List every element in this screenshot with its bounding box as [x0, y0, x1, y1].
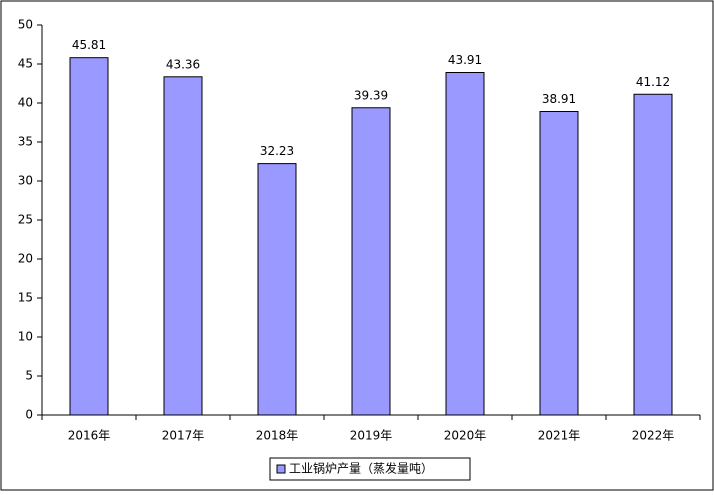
x-tick-label: 2020年: [444, 429, 487, 443]
y-tick-label: 25: [18, 213, 33, 227]
y-tick-label: 0: [25, 408, 33, 422]
y-tick-label: 50: [18, 18, 33, 32]
legend-swatch: [276, 464, 286, 474]
x-tick-label: 2019年: [350, 429, 393, 443]
bar: [69, 57, 109, 416]
x-tick-label: 2021年: [538, 429, 581, 443]
bar: [351, 107, 391, 416]
y-tick-label: 40: [18, 96, 33, 110]
bar: [633, 93, 673, 416]
value-label: 43.91: [448, 53, 482, 67]
y-tick-label: 10: [18, 330, 33, 344]
legend-box: [269, 457, 471, 481]
y-tick-label: 5: [25, 369, 33, 383]
bar: [163, 76, 203, 416]
y-tick-label: 20: [18, 252, 33, 266]
value-label: 39.39: [354, 88, 388, 102]
x-tick-label: 2018年: [256, 429, 299, 443]
bar: [257, 163, 297, 416]
bar: [445, 72, 485, 416]
value-label: 38.91: [542, 92, 576, 106]
value-label: 41.12: [636, 75, 670, 89]
y-tick-label: 35: [18, 135, 33, 149]
y-tick-label: 45: [18, 57, 33, 71]
legend-label: 工业锅炉产量（蒸发量吨）: [289, 461, 433, 476]
x-tick-label: 2017年: [162, 429, 205, 443]
y-tick-label: 15: [18, 291, 33, 305]
value-label: 32.23: [260, 144, 294, 158]
x-tick-label: 2022年: [632, 429, 675, 443]
value-label: 43.36: [166, 57, 200, 71]
value-label: 45.81: [72, 38, 106, 52]
bar: [539, 111, 579, 416]
x-tick-label: 2016年: [68, 429, 111, 443]
y-tick-label: 30: [18, 174, 33, 188]
